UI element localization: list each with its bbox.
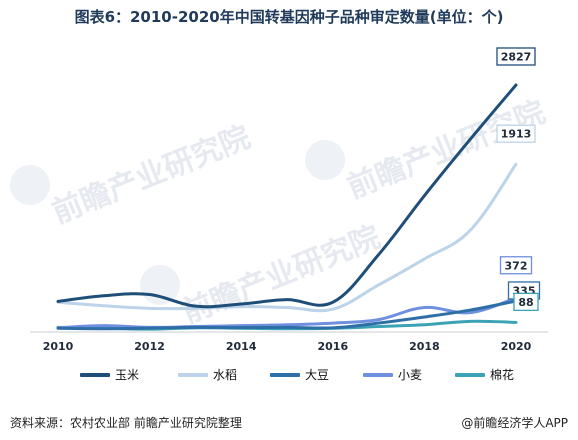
legend-swatch (270, 372, 300, 377)
data-label-box (496, 47, 536, 66)
x-tick-label: 2012 (134, 340, 165, 353)
legend-swatch (363, 372, 393, 377)
legend-item: 棉花 (455, 366, 514, 383)
legend-swatch (178, 372, 208, 377)
legend-label: 水稻 (213, 368, 238, 382)
watermark-logo (140, 265, 180, 305)
data-label-box (496, 124, 536, 143)
legend-label: 棉花 (490, 368, 515, 382)
legend-label: 小麦 (398, 368, 423, 382)
data-label-box (513, 292, 539, 312)
x-tick-label: 2018 (409, 340, 440, 353)
watermark-logo (305, 140, 345, 180)
credit-note: @前瞻经济学人APP (461, 416, 568, 430)
x-tick-label: 2016 (317, 340, 348, 353)
source-note: 资料来源：农村农业部 前瞻产业研究院整理 (10, 416, 242, 430)
legend: 玉米 水稻 大豆 小麦 棉花 (0, 366, 578, 386)
legend-swatch (80, 372, 110, 377)
x-tick-label: 2020 (501, 340, 532, 353)
data-label-box (499, 256, 533, 275)
legend-swatch (455, 372, 485, 377)
series-line-2 (56, 299, 518, 331)
legend-item: 大豆 (270, 366, 329, 383)
data-label: 372 (505, 259, 528, 272)
data-label: 2827 (501, 50, 532, 63)
chart-title: 图表6：2010-2020年中国转基因种子品种审定数量(单位：个) (74, 8, 504, 26)
data-label: 1913 (501, 128, 532, 141)
x-tick-label: 2010 (43, 340, 74, 353)
legend-item: 小麦 (363, 366, 422, 383)
legend-item: 水稻 (178, 366, 237, 383)
x-tick-label: 2014 (226, 340, 257, 353)
legend-label: 大豆 (305, 368, 330, 382)
data-label: 88 (518, 296, 533, 309)
series-line-0 (56, 83, 518, 309)
watermark-logo (10, 165, 50, 205)
legend-item: 玉米 (80, 366, 139, 383)
legend-label: 玉米 (115, 368, 140, 382)
series-line-1 (56, 162, 518, 313)
